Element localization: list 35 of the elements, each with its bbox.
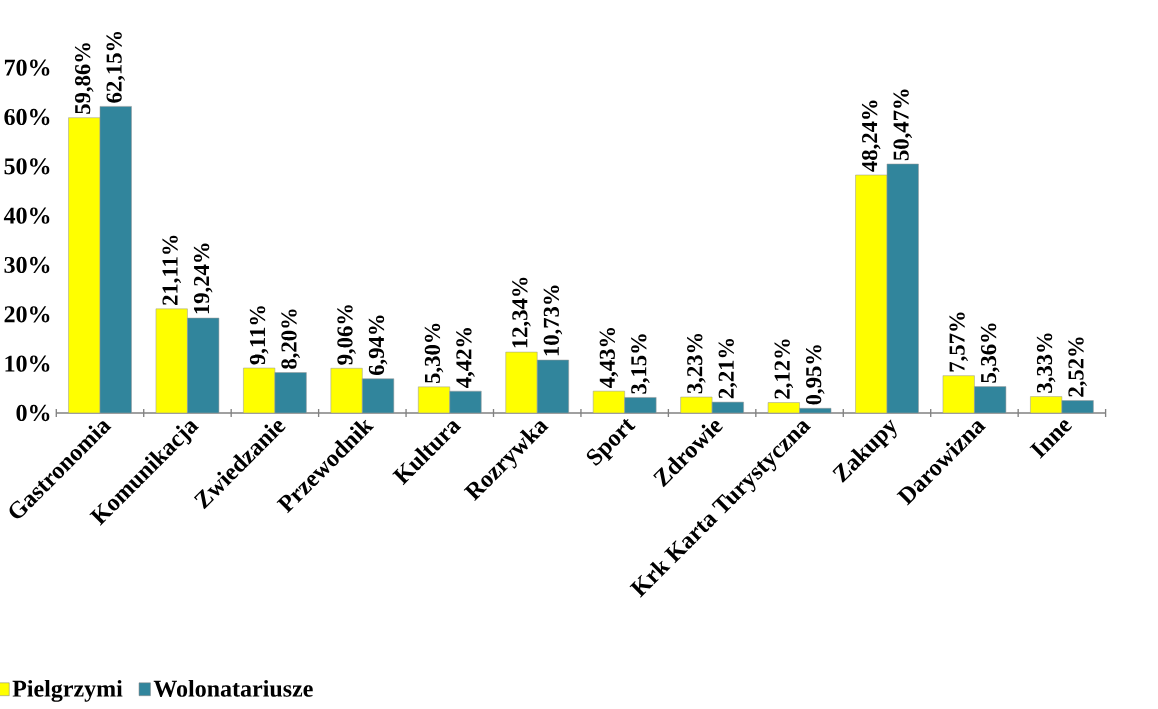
y-tick-label: 20% [4, 306, 50, 323]
data-label: 9,11% [249, 306, 269, 365]
data-label: 21,11% [162, 235, 181, 305]
data-label: 5,30% [424, 323, 444, 384]
y-tick-label: 40% [3, 207, 50, 224]
data-label: 10,73% [543, 285, 563, 356]
data-label: 48,24% [861, 100, 881, 172]
data-label: 8,20% [281, 309, 300, 369]
data-label: 7,57% [949, 312, 968, 372]
data-label: 3,33% [1036, 333, 1056, 393]
data-label: 6,94% [368, 315, 388, 376]
data-label: 3,23% [687, 333, 706, 394]
data-label: 59,86% [74, 43, 94, 114]
data-label: 2,21% [718, 338, 738, 399]
y-tick-label: 50% [4, 158, 50, 175]
data-label: 2,12% [774, 339, 794, 399]
legend-label: Wolonatariusze [153, 679, 313, 697]
y-tick-label: 60% [4, 108, 50, 126]
y-tick-label: 70% [4, 59, 50, 76]
y-tick-label: 30% [4, 256, 50, 274]
x-tick-label: Inne [1029, 420, 1072, 459]
data-label: 4,42% [456, 328, 475, 388]
y-tick-label: 10% [5, 355, 50, 372]
data-label: 19,24% [193, 243, 213, 314]
data-label: 9,06% [337, 305, 356, 365]
data-label: 2,52% [1068, 337, 1087, 397]
data-label: 5,36% [980, 323, 1000, 383]
data-label: 50,47% [893, 89, 913, 161]
data-label: 4,43% [599, 328, 619, 388]
legend-label: Pielgrzymi [12, 679, 123, 702]
data-label: 12,34% [512, 277, 531, 348]
data-label: 3,15% [631, 334, 650, 394]
y-tick-label: 0% [16, 404, 50, 422]
data-label: 0,95% [806, 345, 825, 405]
data-label: 62,15% [106, 31, 126, 103]
